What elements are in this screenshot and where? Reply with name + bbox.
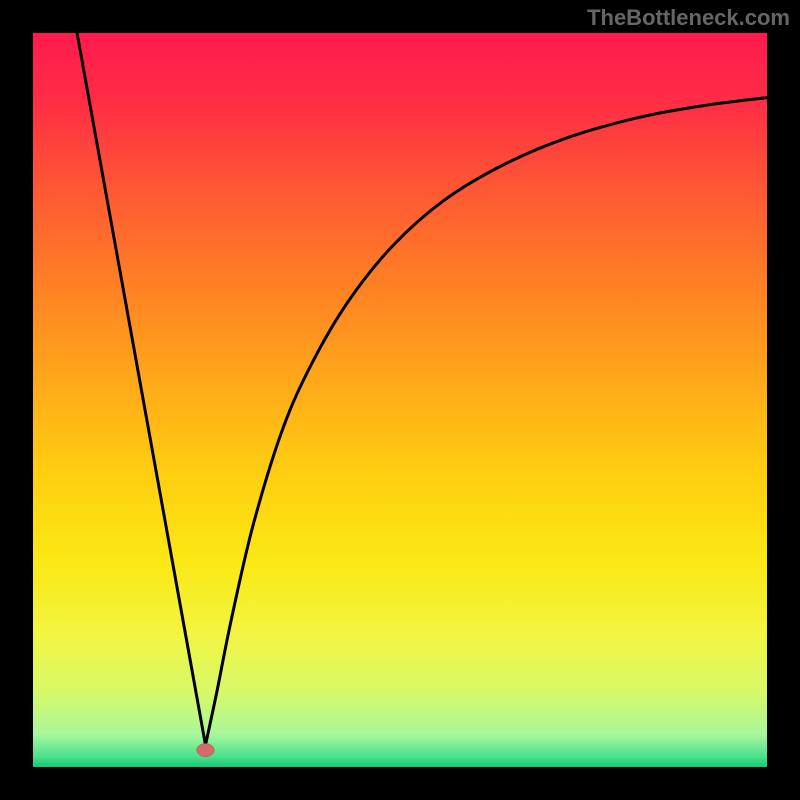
watermark-text: TheBottleneck.com <box>587 5 790 31</box>
plot-area <box>33 33 767 767</box>
minimum-marker <box>197 744 215 757</box>
chart-svg <box>33 33 767 767</box>
